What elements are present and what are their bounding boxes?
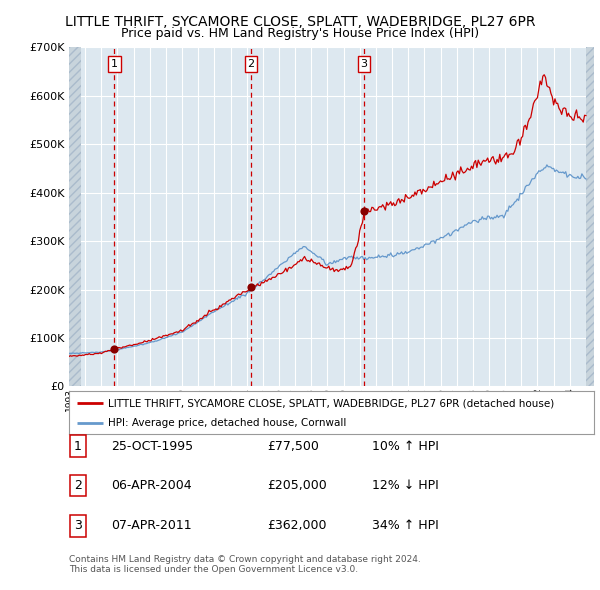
Text: £77,500: £77,500 — [267, 440, 319, 453]
Text: 3: 3 — [74, 519, 82, 532]
Point — [110, 344, 119, 353]
Text: HPI: Average price, detached house, Cornwall: HPI: Average price, detached house, Corn… — [109, 418, 347, 428]
Point — [246, 283, 256, 292]
Bar — [69, 47, 81, 386]
Text: 1: 1 — [74, 440, 82, 453]
Text: 07-APR-2011: 07-APR-2011 — [111, 519, 191, 532]
Bar — [586, 47, 594, 386]
Bar — [69, 47, 81, 386]
Text: 3: 3 — [361, 59, 368, 69]
Text: 12% ↓ HPI: 12% ↓ HPI — [372, 479, 439, 492]
Text: 25-OCT-1995: 25-OCT-1995 — [111, 440, 193, 453]
Text: This data is licensed under the Open Government Licence v3.0.: This data is licensed under the Open Gov… — [69, 565, 358, 574]
Text: £362,000: £362,000 — [267, 519, 326, 532]
Text: LITTLE THRIFT, SYCAMORE CLOSE, SPLATT, WADEBRIDGE, PL27 6PR (detached house): LITTLE THRIFT, SYCAMORE CLOSE, SPLATT, W… — [109, 398, 554, 408]
Text: LITTLE THRIFT, SYCAMORE CLOSE, SPLATT, WADEBRIDGE, PL27 6PR: LITTLE THRIFT, SYCAMORE CLOSE, SPLATT, W… — [65, 15, 535, 29]
Text: 06-APR-2004: 06-APR-2004 — [111, 479, 191, 492]
Text: Contains HM Land Registry data © Crown copyright and database right 2024.: Contains HM Land Registry data © Crown c… — [69, 555, 421, 563]
Text: 34% ↑ HPI: 34% ↑ HPI — [372, 519, 439, 532]
Text: 10% ↑ HPI: 10% ↑ HPI — [372, 440, 439, 453]
Text: 2: 2 — [74, 479, 82, 492]
Point — [359, 206, 369, 216]
Text: 2: 2 — [247, 59, 254, 69]
Text: £205,000: £205,000 — [267, 479, 327, 492]
Bar — [586, 47, 594, 386]
Text: Price paid vs. HM Land Registry's House Price Index (HPI): Price paid vs. HM Land Registry's House … — [121, 27, 479, 40]
Text: 1: 1 — [111, 59, 118, 69]
